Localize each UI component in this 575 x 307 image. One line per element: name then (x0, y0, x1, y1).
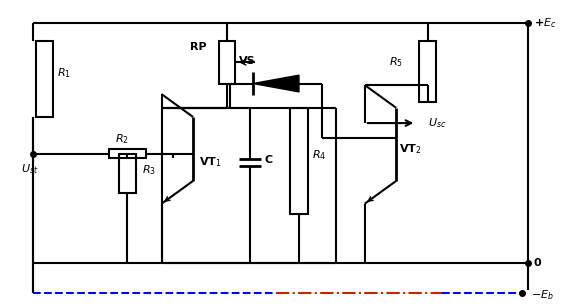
Text: $U_{sc}$: $U_{sc}$ (428, 116, 446, 130)
Text: $U_{st}$: $U_{st}$ (21, 162, 39, 176)
Text: +$E_c$: +$E_c$ (534, 16, 556, 29)
Polygon shape (253, 75, 299, 92)
Text: VS: VS (239, 56, 256, 66)
Text: $R_1$: $R_1$ (57, 66, 71, 80)
Bar (109, 149, 146, 158)
Bar (220, 41, 235, 84)
Text: $R_2$: $R_2$ (114, 132, 128, 146)
Text: RP: RP (190, 42, 207, 52)
Text: $R_5$: $R_5$ (389, 55, 403, 69)
Text: $R_3$: $R_3$ (141, 163, 156, 177)
Text: VT$_2$: VT$_2$ (399, 142, 421, 156)
Text: VT$_1$: VT$_1$ (199, 156, 221, 169)
Bar (419, 41, 436, 102)
Text: $-E_b$: $-E_b$ (531, 288, 554, 302)
Bar (290, 108, 308, 214)
Bar (36, 41, 53, 117)
Bar (118, 154, 136, 193)
Text: $R_4$: $R_4$ (312, 148, 326, 162)
Text: C: C (264, 155, 273, 165)
Text: 0: 0 (534, 258, 541, 268)
